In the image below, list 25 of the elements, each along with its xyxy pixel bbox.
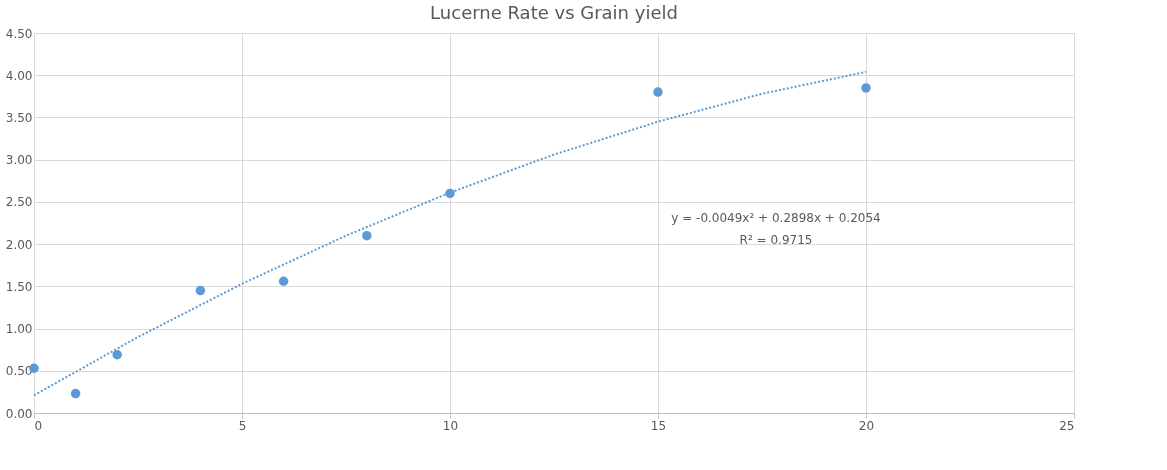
y-tick-label: 1.50: [5, 279, 33, 294]
x-tick-label: 25: [1059, 418, 1075, 433]
point: [70, 388, 81, 399]
point: [195, 285, 206, 296]
x-tick-label: 0: [34, 418, 43, 433]
x-tick-label: 5: [238, 418, 247, 433]
y-tick-label: 3.50: [5, 110, 33, 125]
point: [362, 230, 372, 241]
y-tick-label: 2.00: [5, 237, 33, 252]
y-tick-label: 3.00: [5, 153, 33, 168]
y-tick-label: 2.50: [5, 195, 33, 210]
y-tick-label: 0.00: [5, 406, 33, 421]
x-tick-label: 15: [650, 418, 667, 433]
point: [861, 83, 871, 93]
annotation: y = -0.0049x² + 0.2898x + 0.2054: [671, 211, 881, 225]
y-tick-label: 4.00: [5, 68, 33, 83]
annotation: R² = 0.9715: [739, 233, 813, 247]
y-tick-label: 4.50: [5, 26, 33, 41]
point: [653, 87, 663, 97]
chart-title: Lucerne Rate vs Grain yield: [430, 2, 678, 23]
point: [112, 350, 122, 360]
x-tick-label: 20: [858, 418, 875, 433]
point: [278, 276, 289, 286]
y-tick-label: 1.00: [5, 322, 33, 337]
x-tick-label: 10: [442, 418, 459, 433]
